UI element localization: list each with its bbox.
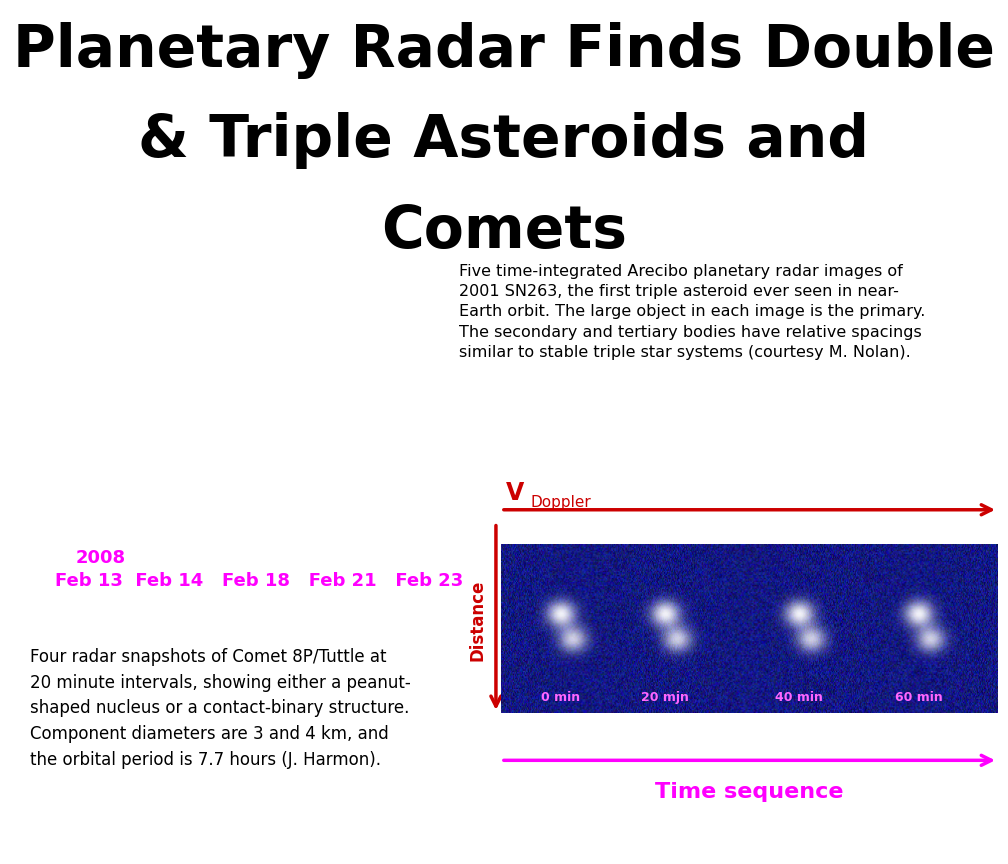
Text: Four radar snapshots of Comet 8P/Tuttle at
20 minute intervals, showing either a: Four radar snapshots of Comet 8P/Tuttle … — [30, 648, 411, 769]
Text: Time sequence: Time sequence — [655, 782, 844, 802]
Text: Comets: Comets — [381, 203, 627, 260]
Text: V: V — [506, 481, 524, 505]
Text: Distance: Distance — [469, 579, 487, 661]
Text: 60 min: 60 min — [894, 691, 942, 704]
Text: 40 min: 40 min — [775, 691, 824, 704]
Text: 2008: 2008 — [76, 549, 126, 567]
Text: 20 mjn: 20 mjn — [641, 691, 688, 704]
Text: Planetary Radar Finds Double: Planetary Radar Finds Double — [13, 22, 995, 79]
Text: & Triple Asteroids and: & Triple Asteroids and — [138, 112, 870, 169]
Text: 0 min: 0 min — [541, 691, 581, 704]
Text: Five time-integrated Arecibo planetary radar images of
2001 SN263, the first tri: Five time-integrated Arecibo planetary r… — [459, 264, 925, 360]
Text: Doppler: Doppler — [530, 495, 591, 510]
Text: Feb 13  Feb 14   Feb 18   Feb 21   Feb 23: Feb 13 Feb 14 Feb 18 Feb 21 Feb 23 — [55, 572, 464, 590]
